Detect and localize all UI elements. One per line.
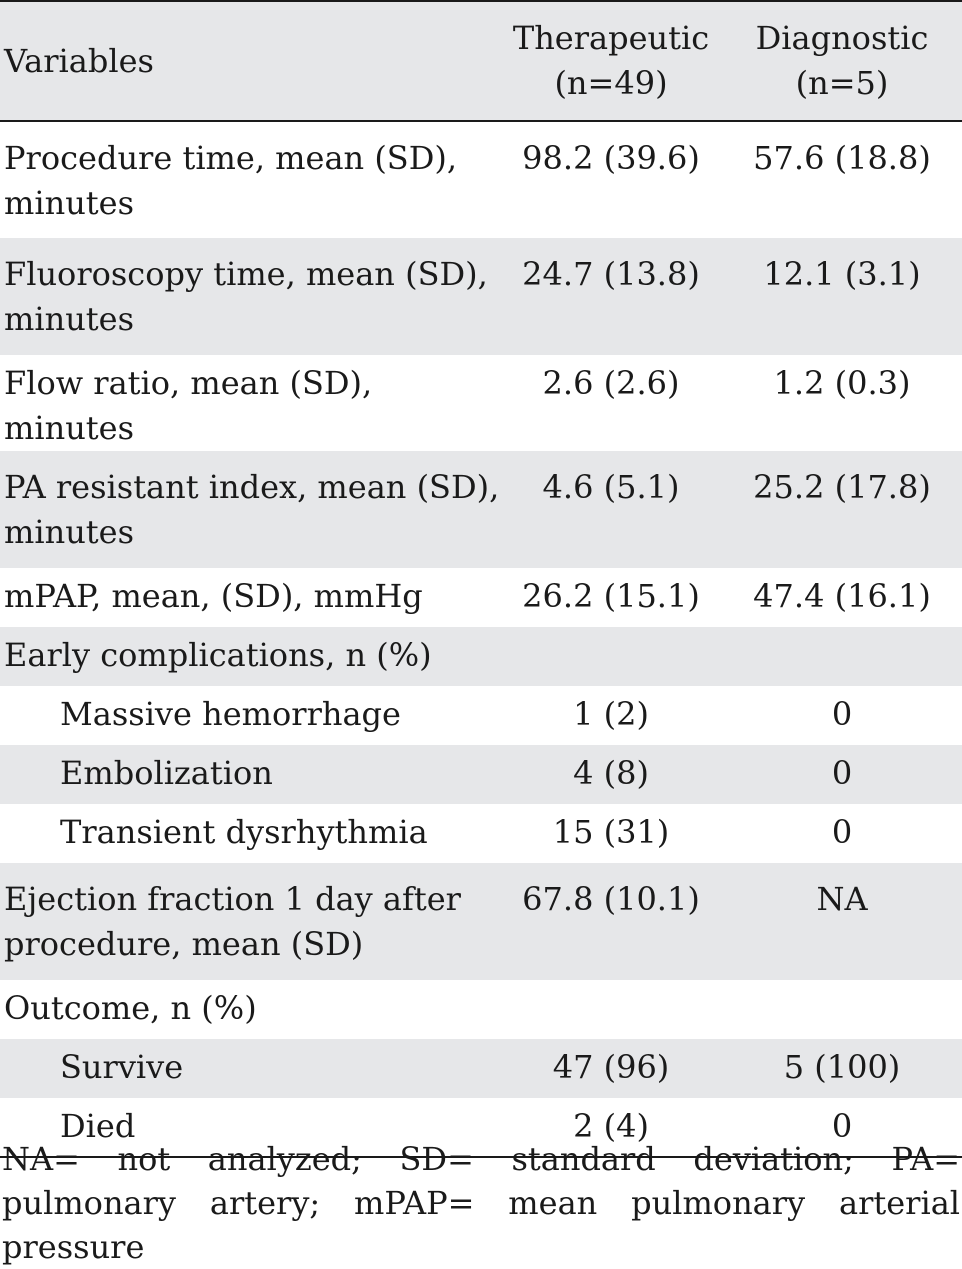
table-row-flow-ratio: Flow ratio, mean (SD), minutes 2.6 (2.6)… — [0, 355, 962, 451]
table-footnote: NA= not analyzed; SD= standard deviation… — [2, 1140, 960, 1266]
diagnostic-cell — [722, 980, 962, 1039]
therapeutic-cell: 67.8 (10.1) — [522, 880, 700, 918]
diagnostic-cell: 25.2 (17.8) — [753, 468, 931, 506]
therapeutic-cell: 2.6 (2.6) — [542, 364, 680, 402]
table-row-died: Died 2 (4) 0 — [0, 1098, 962, 1157]
row-label: Died — [60, 1107, 136, 1145]
row-label-line2: minutes — [4, 513, 135, 551]
therapeutic-cell: 26.2 (15.1) — [522, 577, 700, 615]
therapeutic-cell: 98.2 (39.6) — [522, 139, 700, 177]
header-therapeutic-n: (n=49) — [554, 64, 668, 102]
header-diagnostic-title: Diagnostic — [755, 19, 929, 57]
results-table-container: Variables Therapeutic (n=49) Diagnostic … — [0, 1, 962, 1157]
row-label: Flow ratio, mean (SD), minutes — [4, 364, 373, 447]
therapeutic-cell: 2 (4) — [573, 1107, 649, 1145]
row-label-line1: Fluoroscopy time, mean (SD), — [4, 255, 488, 293]
table-header-row: Variables Therapeutic (n=49) Diagnostic … — [0, 1, 962, 121]
row-label-line2: minutes — [4, 300, 135, 338]
diagnostic-cell: 1.2 (0.3) — [773, 364, 911, 402]
table-row-embolization: Embolization 4 (8) 0 — [0, 745, 962, 804]
diagnostic-cell: 57.6 (18.8) — [753, 139, 931, 177]
row-label: Transient dysrhythmia — [60, 813, 428, 851]
row-label: Ejection fraction 1 day after procedure,… — [0, 863, 500, 980]
table-row-fluoroscopy-time: Fluoroscopy time, mean (SD), minutes 24.… — [0, 238, 962, 355]
header-diagnostic-n: (n=5) — [795, 64, 889, 102]
row-label: mPAP, mean, (SD), mmHg — [4, 577, 423, 615]
therapeutic-cell: 1 (2) — [573, 695, 649, 733]
therapeutic-cell — [500, 980, 722, 1039]
row-label: Outcome, n (%) — [4, 989, 257, 1027]
header-diagnostic: Diagnostic (n=5) — [722, 1, 962, 121]
table-row-procedure-time: Procedure time, mean (SD), minutes 98.2 … — [0, 121, 962, 238]
therapeutic-cell — [500, 627, 722, 686]
results-table: Variables Therapeutic (n=49) Diagnostic … — [0, 1, 962, 1157]
table-row-outcome: Outcome, n (%) — [0, 980, 962, 1039]
row-label-line2: procedure, mean (SD) — [4, 925, 364, 963]
table-row-ejection-fraction: Ejection fraction 1 day after procedure,… — [0, 863, 962, 980]
row-label: PA resistant index, mean (SD), minutes — [0, 451, 500, 568]
diagnostic-cell: 12.1 (3.1) — [763, 255, 921, 293]
therapeutic-cell: 4 (8) — [573, 754, 649, 792]
diagnostic-cell: 47.4 (16.1) — [753, 577, 931, 615]
row-label-line2: minutes — [4, 184, 135, 222]
diagnostic-cell: 0 — [831, 695, 853, 733]
diagnostic-cell: 0 — [831, 813, 853, 851]
table-row-early-complications: Early complications, n (%) — [0, 627, 962, 686]
therapeutic-cell: 4.6 (5.1) — [542, 468, 680, 506]
table-row-pa-resistant-index: PA resistant index, mean (SD), minutes 4… — [0, 451, 962, 568]
diagnostic-cell: 5 (100) — [783, 1048, 901, 1086]
diagnostic-cell: 0 — [831, 1107, 853, 1145]
row-label: Procedure time, mean (SD), minutes — [0, 121, 500, 238]
row-label: Massive hemorrhage — [60, 695, 401, 733]
row-label: Fluoroscopy time, mean (SD), minutes — [0, 238, 500, 355]
table-row-mpap: mPAP, mean, (SD), mmHg 26.2 (15.1) 47.4 … — [0, 568, 962, 627]
therapeutic-cell: 24.7 (13.8) — [522, 255, 700, 293]
row-label-line1: PA resistant index, mean (SD), — [4, 468, 500, 506]
row-label: Embolization — [60, 754, 273, 792]
header-therapeutic: Therapeutic (n=49) — [500, 1, 722, 121]
diagnostic-cell: 0 — [831, 754, 853, 792]
row-label-line1: Procedure time, mean (SD), — [4, 139, 458, 177]
header-therapeutic-title: Therapeutic — [512, 19, 710, 57]
table-row-survive: Survive 47 (96) 5 (100) — [0, 1039, 962, 1098]
diagnostic-cell — [722, 627, 962, 686]
row-label: Early complications, n (%) — [4, 636, 432, 674]
diagnostic-cell: NA — [816, 880, 868, 918]
row-label-line1: Ejection fraction 1 day after — [4, 880, 461, 918]
table-row-transient-dysrhythmia: Transient dysrhythmia 15 (31) 0 — [0, 804, 962, 863]
table-row-massive-hemorrhage: Massive hemorrhage 1 (2) 0 — [0, 686, 962, 745]
row-label: Survive — [60, 1048, 184, 1086]
header-variables: Variables — [4, 41, 154, 80]
therapeutic-cell: 15 (31) — [552, 813, 670, 851]
therapeutic-cell: 47 (96) — [552, 1048, 670, 1086]
